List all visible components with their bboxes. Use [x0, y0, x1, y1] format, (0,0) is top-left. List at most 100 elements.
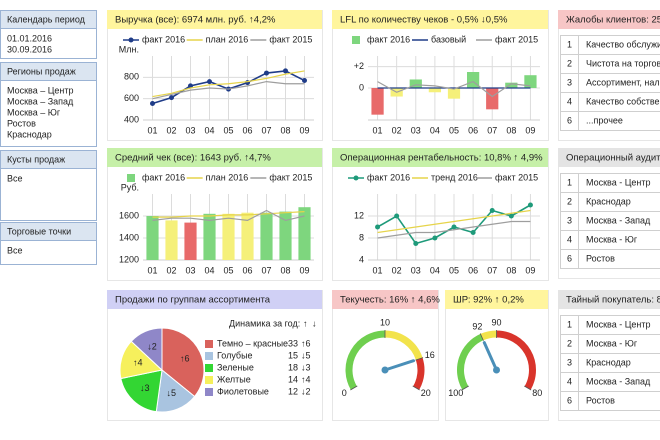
legend-label: факт 2016 — [142, 172, 185, 182]
row-label: Ростов — [586, 253, 615, 263]
y-tick-label: 1400 — [119, 232, 139, 242]
bar — [524, 75, 537, 88]
panel — [107, 10, 323, 141]
x-tick-label: 09 — [299, 265, 309, 275]
x-tick-label: 08 — [506, 265, 516, 275]
panel-title: Продажи по группам ассортимента — [115, 295, 271, 306]
gauge-band — [496, 330, 536, 390]
y-tick-label: 1600 — [119, 210, 139, 220]
x-tick-label: 05 — [449, 265, 459, 275]
x-tick-label: 02 — [166, 125, 176, 135]
panel-title: Операционная рентабельность: 10,8% ↑ 4,9… — [340, 153, 543, 164]
panel-header — [558, 10, 660, 29]
sidebar-item: Москва – Запад — [7, 96, 74, 106]
sidebar-header-text: Календарь период — [7, 14, 86, 24]
legend-value: 33 — [288, 338, 298, 348]
series-line — [152, 80, 305, 100]
point — [150, 100, 155, 106]
row-label: Москва - Запад — [586, 376, 651, 386]
row-number: 2 — [567, 196, 572, 206]
legend-value: 12 — [288, 386, 298, 396]
point — [375, 224, 381, 230]
sidebar-item: Москва – Центр — [7, 85, 74, 95]
gauge-needle — [383, 359, 416, 372]
panel-title: ШР: 92% ↑ 0,2% — [453, 295, 524, 306]
legend-change: ↑6 — [301, 338, 311, 348]
sidebar-item: Москва – Юг — [7, 107, 61, 117]
legend-swatch — [205, 352, 213, 360]
x-tick-label: 03 — [411, 265, 421, 275]
bar — [222, 213, 235, 260]
sidebar-item: 01.01.2016 — [7, 33, 52, 43]
row-label: Москва - Центр — [586, 177, 651, 187]
bar — [165, 220, 178, 260]
bar — [371, 88, 384, 115]
x-tick-label: 02 — [392, 125, 402, 135]
panel-title: Средний чек (все): 1643 руб. ↑4,7% — [115, 153, 271, 164]
legend-label: базовый — [431, 34, 466, 44]
x-tick-label: 02 — [392, 265, 402, 275]
row-label: Качество собстве — [586, 96, 660, 106]
series-line — [377, 209, 531, 234]
bar — [146, 216, 159, 260]
point — [413, 241, 419, 246]
x-tick-label: 04 — [204, 265, 214, 275]
legend-change: ↓2 — [301, 386, 311, 396]
bar — [409, 79, 422, 88]
panel-header — [558, 148, 660, 167]
bar — [184, 222, 197, 260]
legend-swatch — [205, 364, 213, 372]
x-tick-label: 03 — [185, 125, 195, 135]
row-label: Чистота на торгов — [586, 58, 660, 68]
row-label: Ростов — [586, 395, 615, 405]
x-tick-label: 01 — [147, 125, 157, 135]
point — [264, 70, 269, 76]
gauge-tick — [524, 385, 532, 391]
row-number: 4 — [567, 234, 572, 244]
gauge-band — [413, 357, 425, 390]
panel-header — [107, 10, 322, 29]
legend-label: Фиолетовые — [217, 386, 269, 396]
sidebar-item: Краснодар — [7, 129, 52, 139]
panel-title: Жалобы клиентов: 25 — [566, 15, 660, 26]
x-tick-label: 02 — [166, 265, 176, 275]
sidebar-header — [0, 222, 97, 241]
row-number: 1 — [567, 177, 572, 187]
row-number: 3 — [567, 215, 572, 225]
point — [489, 208, 495, 213]
x-tick-label: 05 — [223, 265, 233, 275]
panel — [332, 10, 549, 141]
panel-header — [558, 290, 660, 309]
legend-swatch — [127, 174, 135, 182]
panel — [332, 148, 549, 281]
point — [283, 68, 288, 74]
gauge-band — [480, 330, 497, 341]
y-tick-label: 800 — [124, 72, 139, 82]
series-line — [377, 220, 531, 239]
sidebar-item: 30.09.2016 — [7, 44, 52, 54]
point — [451, 224, 457, 230]
bar — [447, 88, 461, 99]
sidebar-header — [0, 10, 97, 29]
x-tick-label: 01 — [147, 265, 157, 275]
slice-label: ↓5 — [166, 388, 176, 398]
x-tick-label: 01 — [373, 125, 383, 135]
row-number: 6 — [567, 115, 572, 125]
legend-swatch — [205, 388, 213, 396]
gauge-tick-label: 0 — [342, 388, 347, 398]
x-tick-label: 04 — [430, 125, 440, 135]
x-tick-label: 07 — [261, 265, 271, 275]
slice-label: ↑6 — [180, 354, 190, 364]
row-label: Краснодар — [586, 357, 631, 367]
sidebar-header-text: Кусты продаж — [7, 154, 65, 164]
bar — [298, 207, 311, 260]
point — [207, 79, 212, 85]
point — [508, 213, 514, 219]
panel-title: LFL по количеству чеков - 0,5% ↓0,5% — [340, 15, 508, 26]
legend-arrow: ↑ — [303, 318, 308, 328]
gauge-tick-label: 100 — [448, 388, 463, 398]
point — [302, 78, 307, 84]
row-number: 6 — [567, 253, 572, 263]
legend-label: факт 2016 — [367, 34, 410, 44]
gauge-band — [457, 333, 484, 390]
